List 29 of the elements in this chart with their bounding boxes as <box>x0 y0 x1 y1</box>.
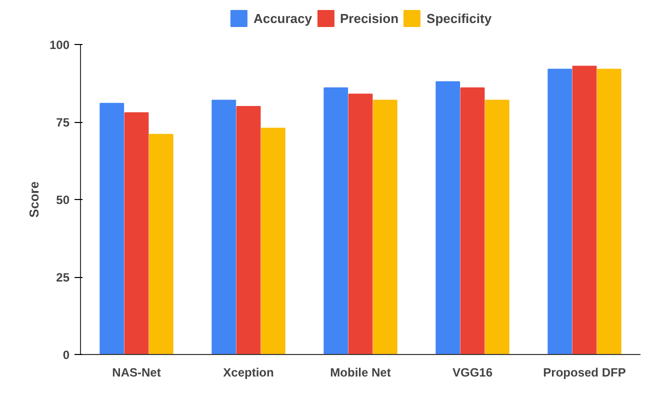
bar <box>548 68 572 354</box>
x-tick-label: Xception <box>223 366 274 380</box>
x-tick-label: VGG16 <box>452 366 493 380</box>
y-tick-label: 100 <box>49 38 70 52</box>
bar <box>436 81 460 354</box>
legend-label: Specificity <box>426 10 492 26</box>
x-tick-label: NAS-Net <box>112 366 161 380</box>
x-tick-label: Proposed DFP <box>543 366 626 380</box>
y-axis-title: Score <box>26 181 42 218</box>
y-tick-label: 0 <box>62 348 70 362</box>
y-tick-label: 50 <box>56 193 70 207</box>
legend-label: Precision <box>340 10 399 26</box>
y-tick-label: 25 <box>56 270 70 284</box>
bar <box>124 112 149 354</box>
bar <box>148 134 174 354</box>
bar <box>596 68 622 354</box>
bar <box>260 128 286 354</box>
bar <box>100 102 124 354</box>
y-tick-label: 75 <box>56 116 70 130</box>
bar <box>484 100 510 354</box>
bar <box>324 87 348 354</box>
bar <box>348 94 373 354</box>
bar <box>372 100 398 354</box>
legend-label: Accuracy <box>253 10 312 26</box>
bar <box>236 106 261 354</box>
bar <box>460 87 485 354</box>
bar <box>572 66 597 354</box>
bar <box>212 100 236 354</box>
x-tick-label: Mobile Net <box>330 366 391 380</box>
